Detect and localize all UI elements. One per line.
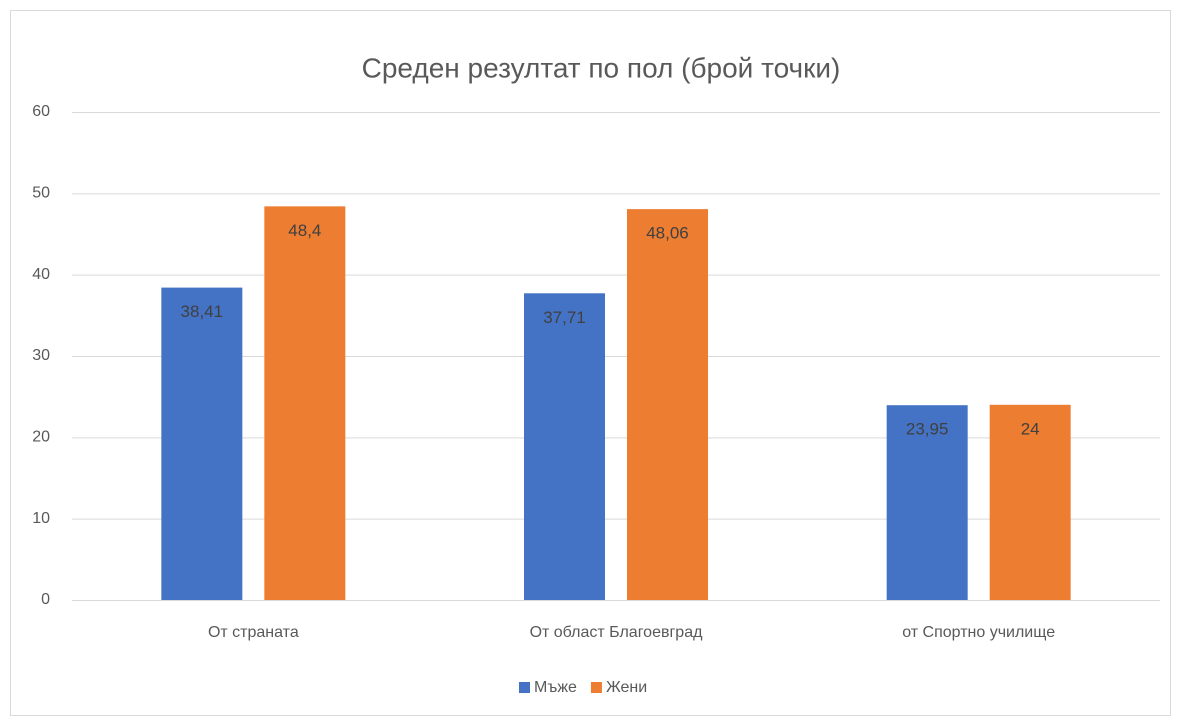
y-tick-label: 50 [32,185,50,202]
bar [886,405,968,600]
legend-swatch [519,682,530,693]
data-label: 37,71 [543,308,586,327]
y-tick-label: 10 [32,510,50,527]
bar [989,404,1071,600]
y-tick-label: 40 [32,266,50,283]
legend-label: Жени [606,679,647,696]
y-tick-label: 20 [32,429,50,446]
y-tick-label: 60 [32,103,50,120]
x-tick-label: От област Благоевград [530,624,704,641]
x-tick-label: От страната [208,624,299,641]
y-tick-label: 0 [41,591,50,608]
bar [161,287,243,600]
legend-swatch [590,682,602,693]
data-label: 48,4 [288,221,321,240]
data-label: 23,95 [906,420,949,439]
bar [627,209,708,600]
bar [524,293,605,600]
x-tick-label: от Спортно училище [902,624,1055,641]
data-label: 24 [1021,419,1040,438]
bar [264,206,346,600]
data-label: 38,41 [181,302,224,321]
legend-label: Мъже [534,679,577,696]
y-tick-label: 30 [32,347,50,364]
data-label: 48,06 [646,224,689,243]
chart-title: Среден резултат по пол (брой точки) [362,52,841,83]
